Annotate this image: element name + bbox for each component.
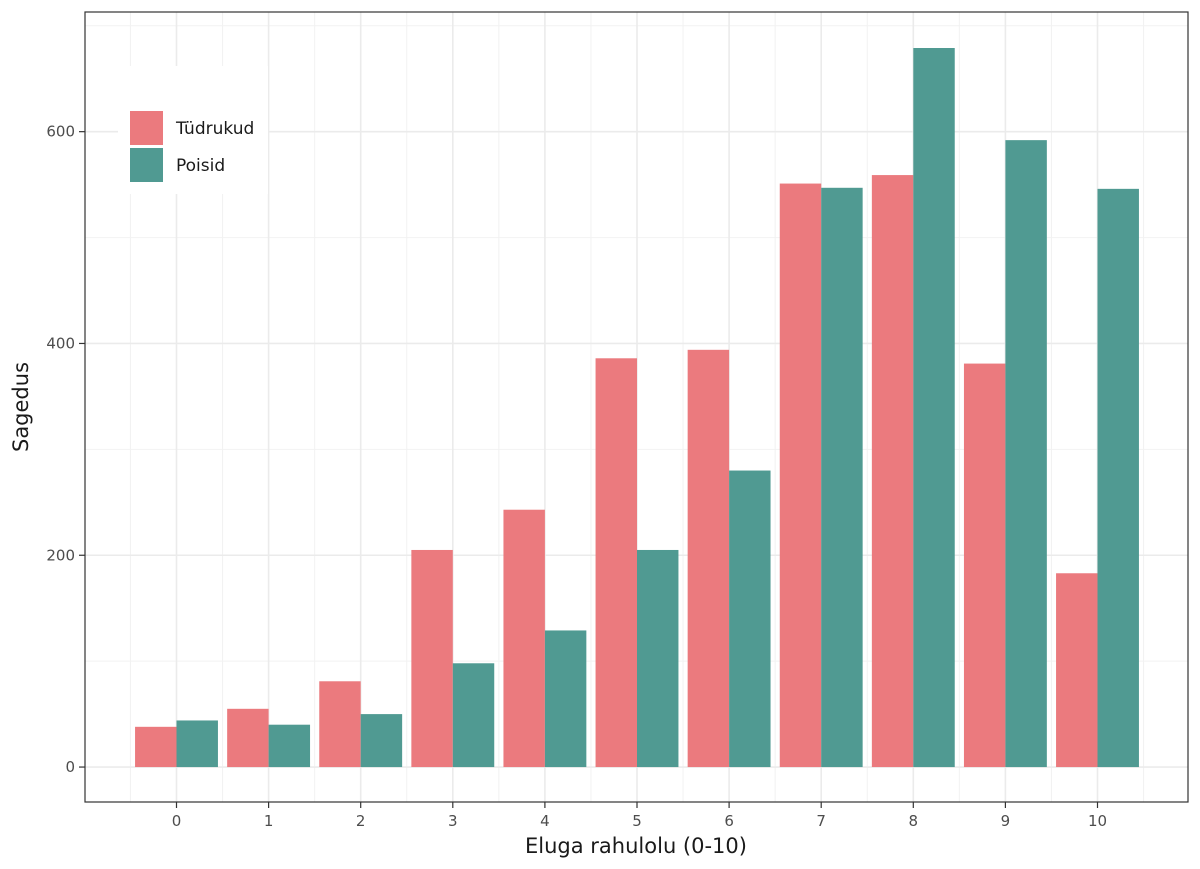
x-axis-title: Eluga rahulolu (0-10) (525, 834, 747, 858)
x-tick-label: 9 (1001, 812, 1011, 830)
bar-tdrukud-4 (503, 509, 545, 768)
bar-tdrukud-0 (135, 726, 177, 768)
bar-poisid-10 (1097, 188, 1139, 768)
bar-tdrukud-6 (687, 349, 730, 768)
y-axis: 0 200 400 600 (46, 123, 85, 776)
bar-tdrukud-1 (227, 708, 269, 768)
bar-poisid-3 (452, 663, 495, 768)
x-tick-label: 7 (816, 812, 826, 830)
x-tick-label: 10 (1088, 812, 1107, 830)
legend-key-tudrukud (130, 111, 163, 145)
x-tick-label: 6 (724, 812, 734, 830)
bar-poisid-8 (913, 48, 955, 768)
bar-poisid-1 (268, 724, 311, 768)
bar-tdrukud-7 (779, 183, 822, 768)
bar-poisid-9 (1005, 140, 1047, 768)
y-axis-title: Sagedus (9, 362, 33, 452)
legend-label-poisid: Poisid (176, 156, 225, 176)
legend: Tüdrukud Poisid (118, 66, 268, 194)
legend-label-tudrukud: Tüdrukud (175, 119, 254, 139)
legend-key-poisid (130, 148, 163, 182)
x-tick-label: 2 (356, 812, 366, 830)
bar-tdrukud-5 (595, 358, 637, 768)
x-tick-label: 3 (448, 812, 458, 830)
y-tick-label: 200 (46, 546, 75, 564)
bar-tdrukud-9 (963, 363, 1006, 768)
x-tick-label: 1 (264, 812, 274, 830)
x-tick-label: 0 (172, 812, 182, 830)
bar-tdrukud-8 (871, 175, 914, 768)
bar-poisid-2 (360, 714, 403, 768)
bar-tdrukud-3 (411, 549, 453, 768)
bars (135, 48, 1139, 768)
x-tick-label: 4 (540, 812, 550, 830)
bar-poisid-6 (729, 470, 771, 768)
y-tick-label: 600 (46, 123, 75, 141)
bar-tdrukud-10 (1056, 573, 1098, 768)
bar-poisid-5 (637, 549, 679, 768)
bar-poisid-4 (544, 630, 587, 768)
x-tick-label: 5 (632, 812, 642, 830)
y-tick-label: 0 (65, 758, 75, 776)
bar-poisid-7 (821, 187, 863, 768)
y-tick-label: 400 (46, 334, 75, 352)
bar-tdrukud-2 (319, 681, 361, 768)
x-axis: 0 1 2 3 4 5 6 7 8 9 10 (172, 802, 1107, 830)
x-tick-label: 8 (909, 812, 919, 830)
bar-poisid-0 (176, 720, 218, 768)
